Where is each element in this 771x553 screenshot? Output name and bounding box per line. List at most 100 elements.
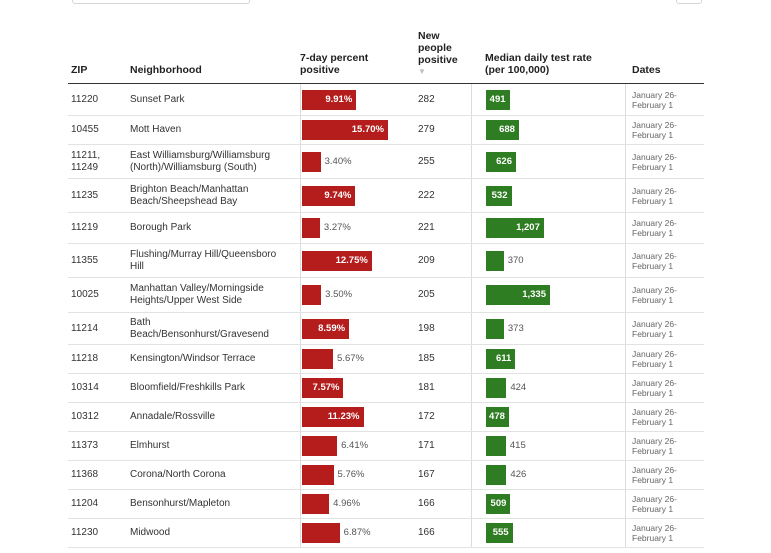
test-rate-label: 626 [496, 155, 512, 167]
percent-positive-label: 3.50% [325, 289, 353, 300]
table-header: ZIP Neighborhood 7-day percent positive … [68, 0, 704, 84]
test-rate-label: 370 [507, 254, 524, 266]
percent-positive-label: 9.91% [325, 93, 353, 105]
neighborhood-cell: East Williamsburg/Williamsburg (North)/W… [130, 149, 271, 173]
sort-descending-icon[interactable]: ▼ [418, 67, 426, 76]
column-divider [471, 84, 472, 115]
dates-cell: January 26- February 1 [632, 278, 704, 312]
column-divider [300, 432, 301, 460]
dates-text: January 26- February 1 [632, 407, 677, 427]
zip-code-table: ZIP Neighborhood 7-day percent positive … [68, 0, 704, 548]
dates-cell: January 26- February 1 [632, 179, 704, 212]
column-divider [300, 244, 301, 277]
neighborhood-cell: Bensonhurst/Mapleton [130, 498, 231, 509]
table-row: 11355 Flushing/Murray Hill/Queensboro Hil… [68, 244, 704, 278]
new-positive-cell: 279 [418, 124, 435, 135]
neighborhood-cell: Bath Beach/Bensonhurst/Gravesend [130, 316, 269, 340]
neighborhood-cell: Bloomfield/Freshkills Park [130, 382, 246, 393]
column-divider [625, 432, 626, 460]
dates-start: January 26- [632, 465, 677, 475]
dates-end: February 1 [632, 504, 674, 514]
column-divider [625, 244, 626, 277]
dates-text: January 26- February 1 [632, 90, 677, 110]
search-input[interactable] [72, 0, 250, 4]
new-positive-cell: 185 [418, 353, 435, 364]
dates-start: January 26- [632, 151, 677, 162]
dates-text: January 26- February 1 [632, 494, 677, 514]
column-divider [471, 179, 472, 212]
dates-start: January 26- [632, 494, 677, 504]
column-divider [300, 116, 301, 144]
test-rate-bar [486, 318, 504, 339]
new-positive-cell: 221 [418, 222, 435, 233]
column-divider [471, 519, 472, 547]
column-divider [471, 432, 472, 460]
test-rate-bar: 478 [486, 407, 509, 427]
zip-cell: 10312 [71, 411, 99, 422]
column-divider [300, 374, 301, 402]
test-rate-bar: 688 [486, 120, 519, 140]
column-divider [300, 179, 301, 212]
test-rate-cell: 555 [486, 519, 513, 547]
percent-positive-bar [302, 349, 334, 369]
neighborhood-cell: Elmhurst [130, 440, 170, 451]
new-positive-cell: 172 [418, 411, 435, 422]
zip-cell: 11204 [71, 498, 99, 509]
percent-positive-cell: 3.50% [302, 278, 352, 312]
header-percent-positive[interactable]: 7-day percent positive [300, 52, 368, 76]
column-divider [625, 403, 626, 431]
column-divider [471, 461, 472, 489]
top-controls [0, 0, 771, 8]
percent-positive-cell: 15.70% [302, 116, 388, 144]
dates-text: January 26- February 1 [632, 152, 677, 172]
table-row: 11235 Brighton Beach/Manhattan Beach/Shee… [68, 179, 704, 213]
dates-start: January 26- [632, 407, 677, 417]
table-row: 11211, 11249 East Williamsburg/Williamsbu… [68, 145, 704, 179]
percent-positive-cell: 6.41% [302, 432, 368, 460]
percent-positive-bar [302, 218, 320, 238]
header-new-line1: New [418, 30, 440, 42]
neighborhood-cell: Annadale/Rossville [130, 411, 216, 422]
column-divider [300, 84, 301, 115]
header-zip[interactable]: ZIP [71, 64, 88, 76]
header-rate-line2: (per 100,000) [485, 64, 550, 76]
test-rate-bar [486, 436, 506, 456]
test-rate-cell: 611 [486, 345, 516, 373]
dates-end: February 1 [632, 195, 674, 206]
zip-cell: 11373 [71, 440, 99, 451]
header-new-line2: people [418, 42, 452, 54]
zip-cell: 11368 [71, 469, 99, 480]
table-body: 11220 Sunset Park 9.91% 282 491 January 26- Fe… [68, 84, 704, 548]
menu-button[interactable] [676, 0, 702, 4]
header-new-positive[interactable]: New people positive ▼ [418, 30, 458, 76]
test-rate-label: 491 [489, 93, 506, 105]
dates-cell: January 26- February 1 [632, 519, 704, 547]
test-rate-cell: 426 [486, 461, 526, 489]
header-neighborhood[interactable]: Neighborhood [130, 64, 202, 76]
dates-start: January 26- [632, 349, 677, 359]
test-rate-cell: 688 [486, 116, 519, 144]
header-test-rate[interactable]: Median daily test rate (per 100,000) [485, 52, 592, 76]
test-rate-bar: 491 [486, 89, 510, 110]
test-rate-bar: 555 [486, 523, 513, 543]
dates-cell: January 26- February 1 [632, 432, 704, 460]
zip-cell: 11355 [71, 254, 99, 266]
column-divider [625, 213, 626, 243]
table-row: 11220 Sunset Park 9.91% 282 491 January 26- Fe… [68, 84, 704, 116]
column-divider [625, 461, 626, 489]
percent-positive-bar: 7.57% [302, 378, 344, 398]
neighborhood-cell: Corona/North Corona [130, 469, 226, 480]
header-dates[interactable]: Dates [632, 64, 661, 76]
column-divider [300, 345, 301, 373]
test-rate-label: 424 [510, 382, 527, 393]
column-divider [300, 519, 301, 547]
dates-text: January 26- February 1 [632, 251, 677, 271]
percent-positive-cell: 3.40% [302, 145, 352, 178]
dates-text: January 26- February 1 [632, 523, 677, 543]
new-positive-cell: 171 [418, 440, 435, 451]
dates-cell: January 26- February 1 [632, 84, 704, 115]
dates-end: February 1 [632, 388, 674, 398]
percent-positive-bar: 12.75% [302, 250, 372, 271]
dates-cell: January 26- February 1 [632, 490, 704, 518]
column-divider [471, 244, 472, 277]
